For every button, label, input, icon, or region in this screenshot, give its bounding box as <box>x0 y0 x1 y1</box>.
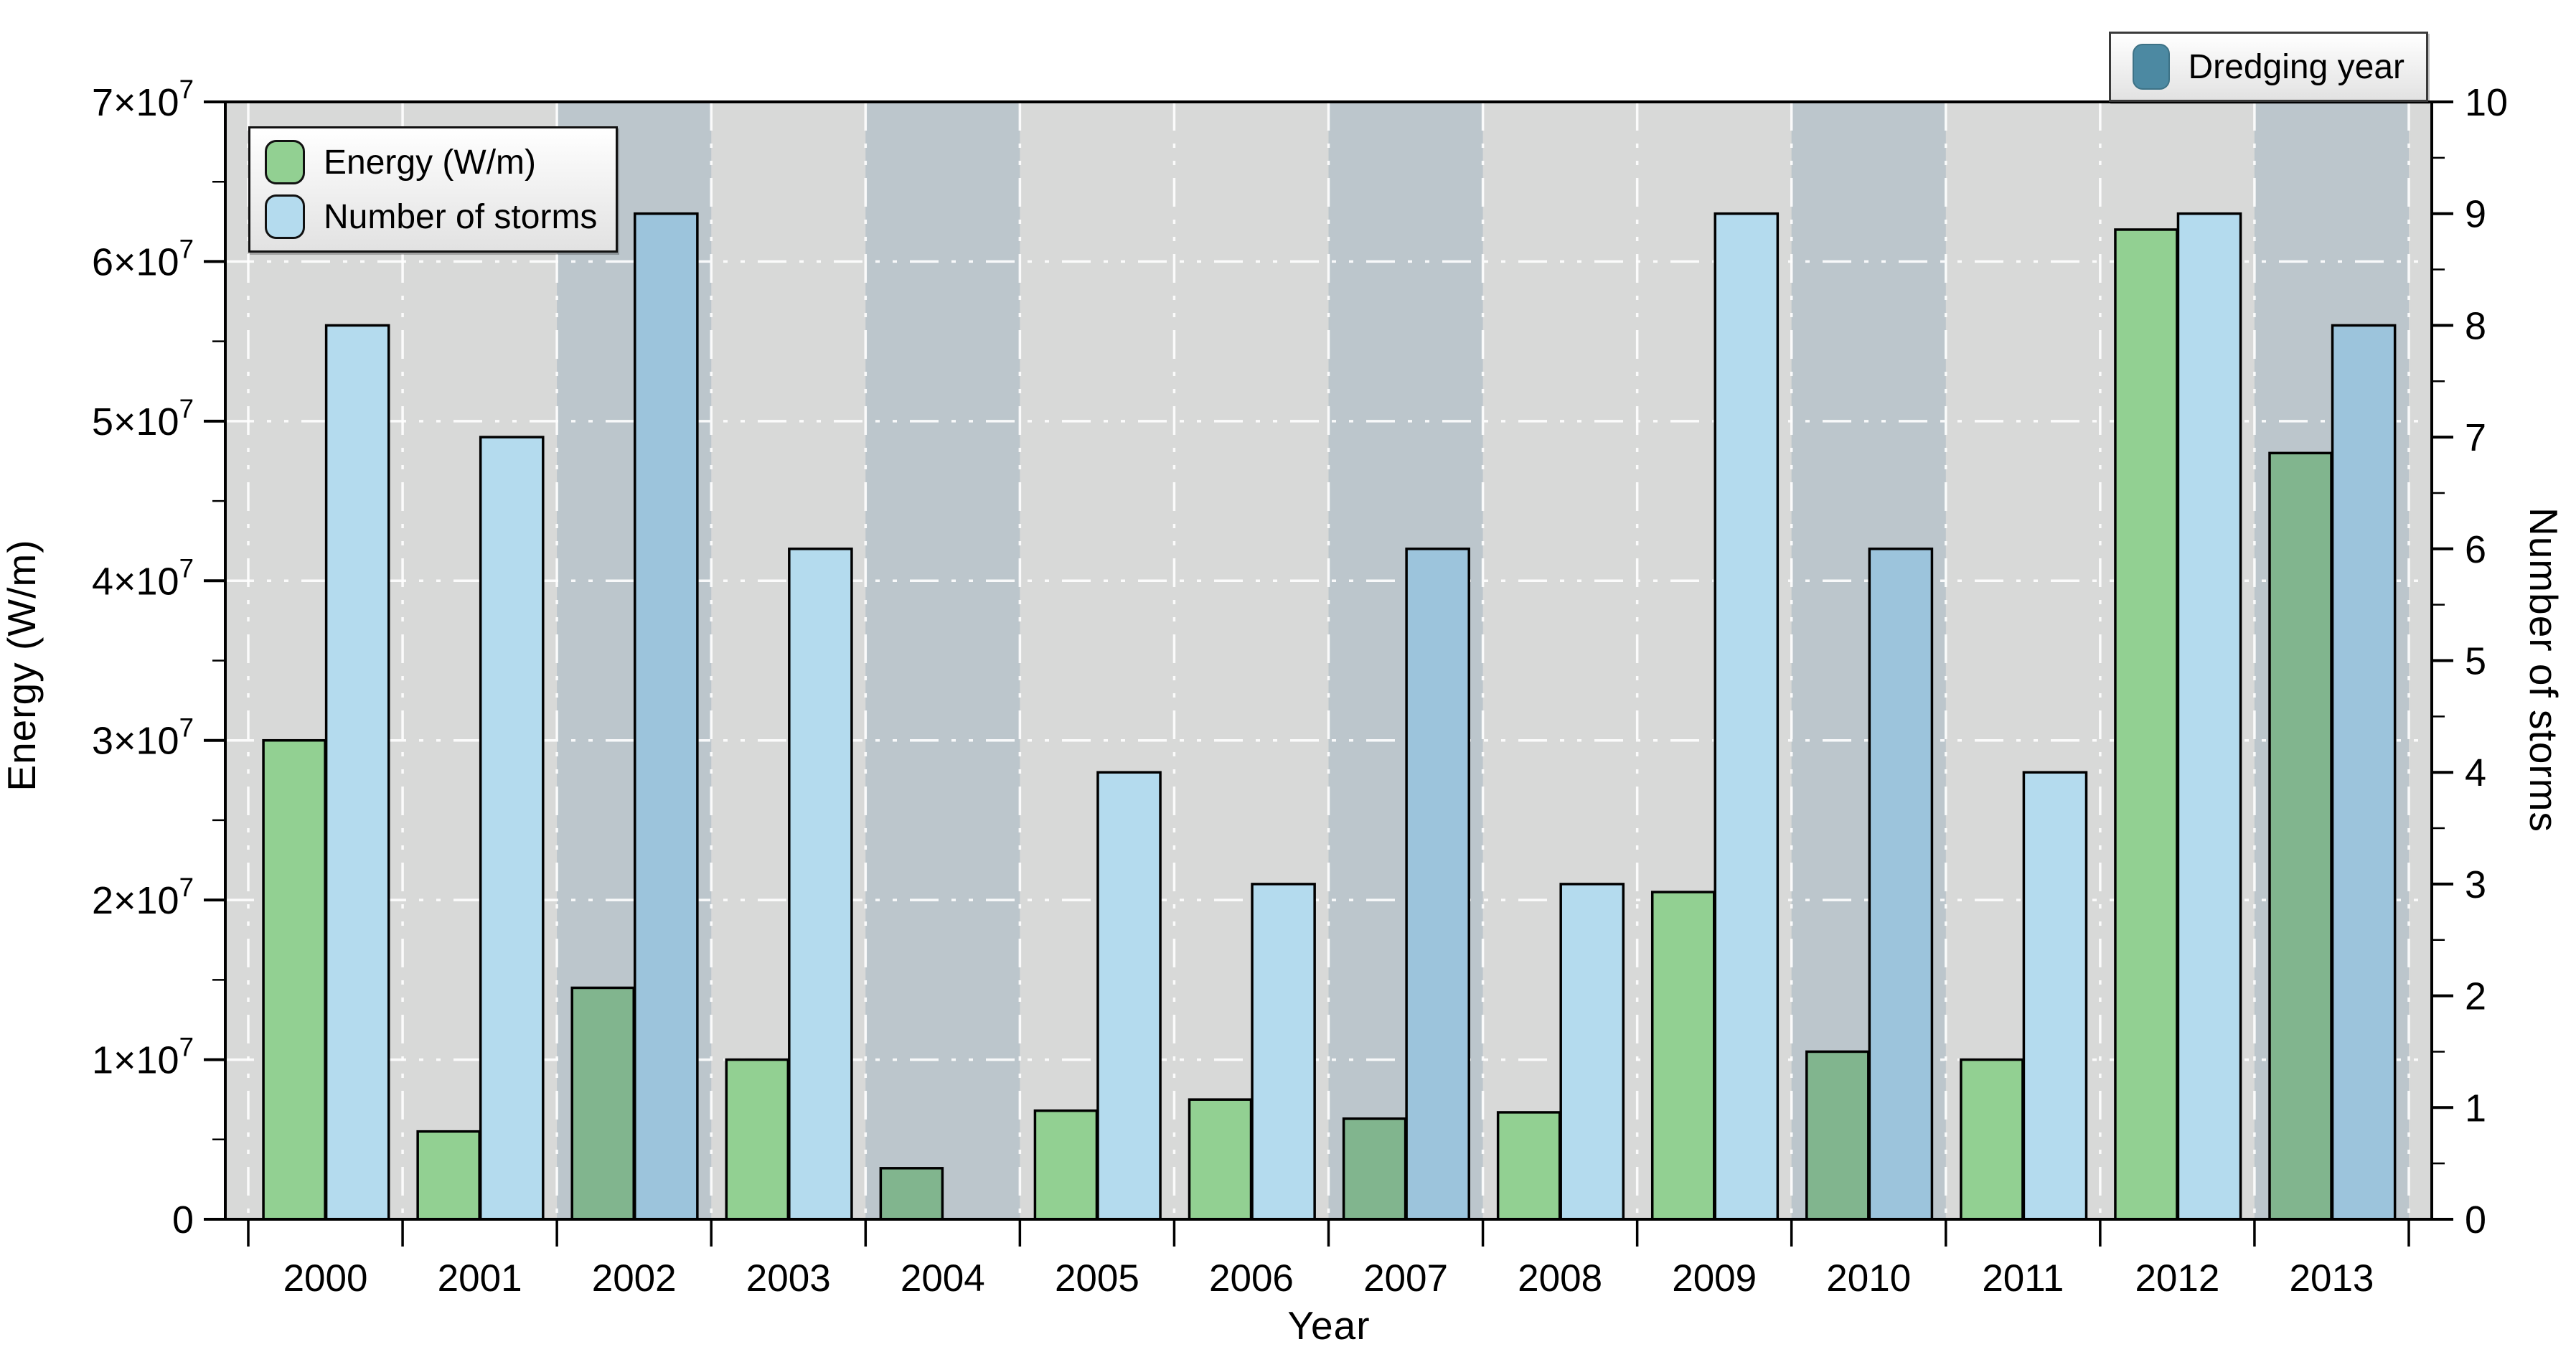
year-label-2010: 2010 <box>1826 1257 1911 1300</box>
bar-energy-2012 <box>2114 228 2178 1221</box>
bar-energy-2010 <box>1805 1050 1870 1221</box>
tick-label: 5×107 <box>92 394 194 443</box>
bar-energy-2013 <box>2268 451 2333 1221</box>
legend-label-dredging: Dredging year <box>2188 47 2405 86</box>
bar-energy-2009 <box>1650 891 1716 1221</box>
tick-label: 6×107 <box>92 234 194 283</box>
year-label-2006: 2006 <box>1209 1257 1294 1300</box>
legend-label-storms: Number of storms <box>324 197 598 236</box>
bar-storms-2011 <box>2022 771 2088 1221</box>
bar-storms-2000 <box>324 324 390 1221</box>
year-label-2000: 2000 <box>283 1257 368 1300</box>
year-label-2002: 2002 <box>592 1257 677 1300</box>
tick-label: 4 <box>2465 751 2486 794</box>
legend-row-storms: Number of storms <box>265 194 597 239</box>
tick-label: 6 <box>2465 528 2486 571</box>
tick-label: 0 <box>2465 1198 2486 1242</box>
bar-energy-2004 <box>879 1167 944 1221</box>
bar-energy-2000 <box>262 738 326 1221</box>
right-axis-title: Number of storms <box>2521 507 2566 833</box>
bar-energy-2008 <box>1496 1111 1561 1221</box>
x-axis-title: Year <box>1287 1303 1371 1347</box>
tick-label: 9 <box>2465 193 2486 236</box>
tick-label: 1×107 <box>92 1033 194 1082</box>
left-axis-title: Energy (W/m) <box>0 539 44 792</box>
bar-storms-2005 <box>1096 771 1162 1221</box>
year-label-2013: 2013 <box>2290 1257 2374 1300</box>
energy-swatch-icon <box>265 140 305 184</box>
dredging-legend: Dredging year <box>2108 32 2428 102</box>
bar-storms-2006 <box>1251 883 1316 1221</box>
tick-label: 2 <box>2465 975 2486 1018</box>
bar-storms-2007 <box>1405 548 1470 1221</box>
tick-label: 2×107 <box>92 873 194 922</box>
series-legend: Energy (W/m) Number of storms <box>248 126 619 253</box>
bar-storms-2008 <box>1559 883 1625 1221</box>
tick-label: 8 <box>2465 304 2486 347</box>
tick-label: 4×107 <box>92 553 194 603</box>
year-label-2004: 2004 <box>901 1257 985 1300</box>
tick-label: 7 <box>2465 416 2486 459</box>
year-label-2007: 2007 <box>1363 1257 1448 1300</box>
legend-label-energy: Energy (W/m) <box>324 143 537 182</box>
year-label-2012: 2012 <box>2135 1257 2219 1300</box>
bar-energy-2001 <box>416 1130 481 1221</box>
bar-energy-2006 <box>1188 1098 1253 1221</box>
bar-storms-2009 <box>1714 212 1780 1221</box>
tick-label: 3×107 <box>92 713 194 763</box>
bar-energy-2002 <box>570 986 635 1221</box>
tick-label: 0 <box>172 1198 194 1242</box>
tick-label: 3 <box>2465 863 2486 906</box>
legend-row-energy: Energy (W/m) <box>265 140 597 184</box>
year-label-2009: 2009 <box>1672 1257 1757 1300</box>
bar-energy-2003 <box>725 1058 790 1221</box>
bar-energy-2011 <box>1960 1058 2024 1221</box>
bar-storms-2010 <box>1868 548 1934 1221</box>
tick-label: 7×107 <box>92 75 194 124</box>
bar-storms-2012 <box>2176 212 2242 1221</box>
bar-energy-2005 <box>1033 1109 1099 1221</box>
bar-storms-2001 <box>479 436 545 1221</box>
year-label-2008: 2008 <box>1518 1257 1602 1300</box>
bar-storms-2002 <box>634 212 699 1221</box>
tick-label: 1 <box>2465 1086 2486 1130</box>
year-label-2011: 2011 <box>1982 1257 2064 1300</box>
year-label-2001: 2001 <box>438 1257 522 1300</box>
storms-swatch-icon <box>265 194 305 239</box>
dredging-swatch-icon <box>2132 44 2170 90</box>
year-label-2005: 2005 <box>1055 1257 1139 1300</box>
bar-storms-2003 <box>788 548 853 1221</box>
year-label-2003: 2003 <box>746 1257 831 1300</box>
dredging-band-2004 <box>865 102 1020 1219</box>
tick-label: 10 <box>2465 81 2508 124</box>
tick-label: 5 <box>2465 640 2486 683</box>
bar-storms-2013 <box>2331 324 2397 1221</box>
bar-energy-2007 <box>1342 1117 1407 1221</box>
